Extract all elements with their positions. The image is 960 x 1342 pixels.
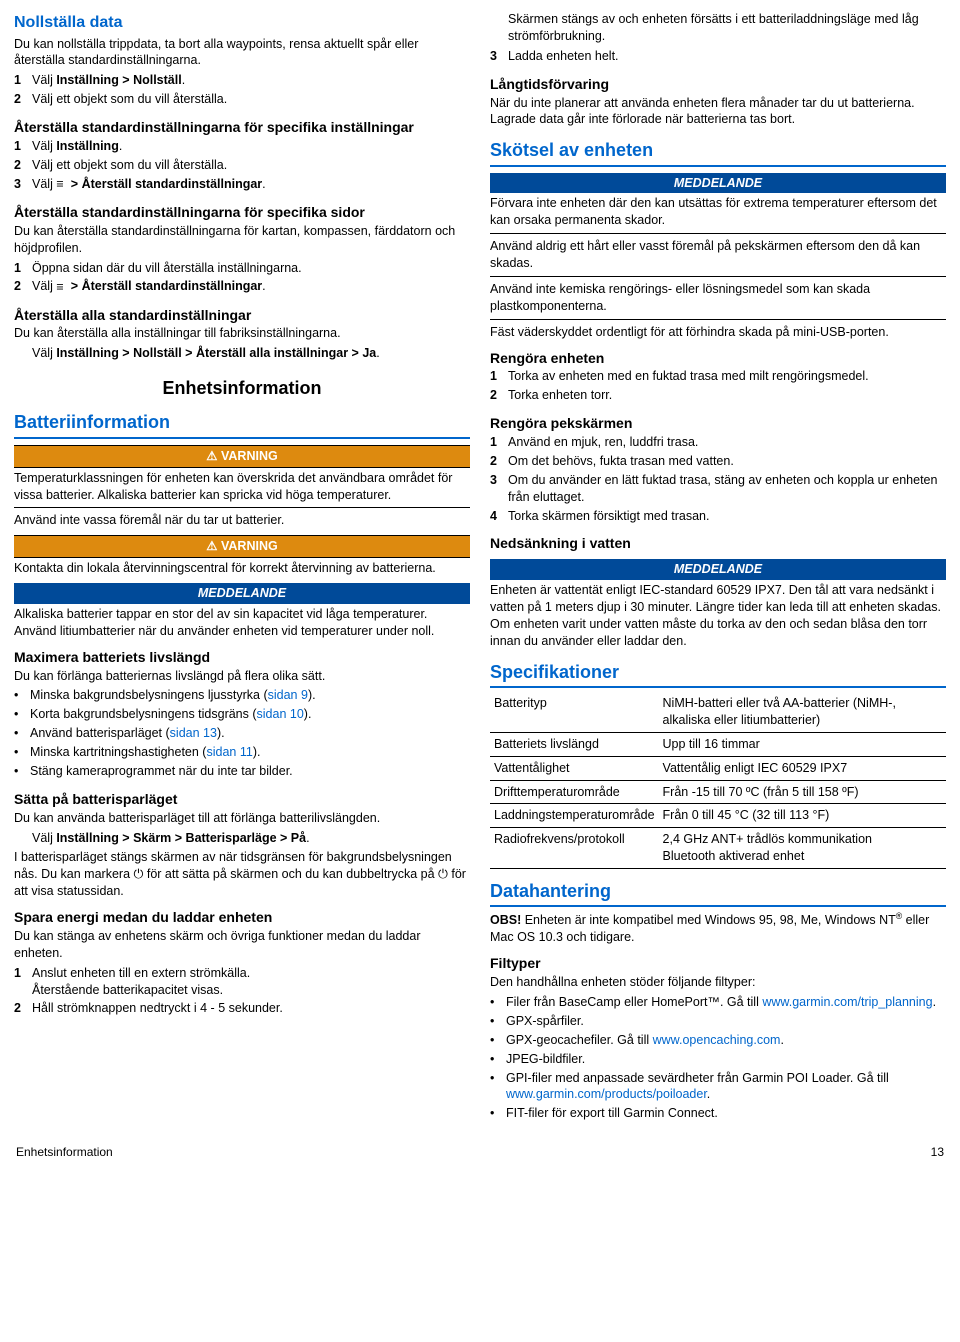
restore-all-heading: Återställa alla standardinställningar bbox=[14, 306, 470, 325]
list-item: •Filer från BaseCamp eller HomePort™. Gå… bbox=[490, 994, 946, 1013]
continuation-text: Skärmen stängs av och enheten försätts i… bbox=[490, 11, 946, 45]
list-item: 2Välj > Återställ standardinställningar. bbox=[14, 278, 470, 297]
divider bbox=[14, 507, 470, 508]
battery-save-note: I batterisparläget stängs skärmen av när… bbox=[14, 849, 470, 900]
table-row: BatteritypNiMH-batteri eller två AA-batt… bbox=[490, 692, 946, 732]
notice-text: Alkaliska batterier tappar en stor del a… bbox=[14, 606, 470, 640]
page-link[interactable]: sidan 11 bbox=[206, 745, 252, 759]
device-care-heading: Skötsel av enheten bbox=[490, 138, 946, 162]
list-item: •Minska bakgrundsbelysningens ljusstyrka… bbox=[14, 687, 470, 706]
clean-touchscreen-heading: Rengöra pekskärmen bbox=[490, 414, 946, 433]
specifications-table: BatteritypNiMH-batteri eller två AA-batt… bbox=[490, 692, 946, 869]
notice-banner: MEDDELANDE bbox=[490, 559, 946, 580]
list-item: 1Torka av enheten med en fuktad trasa me… bbox=[490, 368, 946, 387]
divider bbox=[490, 276, 946, 277]
list-item: 2Välj ett objekt som du vill återställa. bbox=[14, 91, 470, 110]
page-number: 13 bbox=[931, 1144, 944, 1160]
data-handling-heading: Datahantering bbox=[490, 879, 946, 903]
list-item: •Använd batterisparläget (sidan 13). bbox=[14, 725, 470, 744]
clean-device-heading: Rengöra enheten bbox=[490, 349, 946, 368]
restore-pages-desc: Du kan återställa standardinställningarn… bbox=[14, 223, 470, 257]
notice-text: Förvara inte enheten där den kan utsätta… bbox=[490, 195, 946, 229]
notice-banner: MEDDELANDE bbox=[14, 583, 470, 604]
water-text: Enheten är vattentät enligt IEC-standard… bbox=[490, 582, 946, 650]
footer-title: Enhetsinformation bbox=[16, 1144, 113, 1160]
warning-banner: ⚠ VARNING bbox=[14, 445, 470, 468]
device-info-heading: Enhetsinformation bbox=[14, 376, 470, 400]
battery-save-heading: Sätta på batterisparläget bbox=[14, 790, 470, 809]
restore-specific-pages-heading: Återställa standardinställningarna för s… bbox=[14, 203, 470, 222]
long-storage-desc: När du inte planerar att använda enheten… bbox=[490, 95, 946, 129]
list-item: 1Öppna sidan där du vill återställa inst… bbox=[14, 260, 470, 279]
list-item: 2Om det behövs, fukta trasan med vatten. bbox=[490, 453, 946, 472]
warning-text: Temperaturklassningen för enheten kan öv… bbox=[14, 470, 470, 504]
reset-data-heading: Nollställa data bbox=[14, 12, 470, 34]
divider bbox=[490, 319, 946, 320]
list-item: •GPX-spårfiler. bbox=[490, 1013, 946, 1032]
list-item: 2Välj ett objekt som du vill återställa. bbox=[14, 157, 470, 176]
page-link[interactable]: sidan 13 bbox=[170, 726, 217, 740]
divider bbox=[14, 437, 470, 439]
table-row: DrifttemperaturområdeFrån -15 till 70 ºC… bbox=[490, 780, 946, 804]
battery-info-heading: Batteriinformation bbox=[14, 410, 470, 434]
list-item: •GPX-geocachefiler. Gå till www.opencach… bbox=[490, 1032, 946, 1051]
data-obs: OBS! Enheten är inte kompatibel med Wind… bbox=[490, 911, 946, 946]
max-battery-desc: Du kan förlänga batteriernas livslängd p… bbox=[14, 668, 470, 685]
power-icon bbox=[438, 866, 448, 883]
list-item: 1Använd en mjuk, ren, luddfri trasa. bbox=[490, 434, 946, 453]
table-row: LaddningstemperaturområdeFrån 0 till 45 … bbox=[490, 804, 946, 828]
menu-icon bbox=[56, 279, 67, 296]
list-item: 3Om du använder en lätt fuktad trasa, st… bbox=[490, 472, 946, 508]
warning-text: Använd inte vassa föremål när du tar ut … bbox=[14, 512, 470, 529]
list-item: •Stäng kameraprogrammet när du inte tar … bbox=[14, 763, 470, 782]
list-item: 3Ladda enheten helt. bbox=[490, 48, 946, 67]
list-item: 2Håll strömknappen nedtryckt i 4 - 5 sek… bbox=[14, 1000, 470, 1019]
list-item: •GPI-filer med anpassade sevärdheter frå… bbox=[490, 1070, 946, 1106]
list-item: •Minska kartritningshastigheten (sidan 1… bbox=[14, 744, 470, 763]
notice-banner: MEDDELANDE bbox=[490, 173, 946, 194]
long-storage-heading: Långtidsförvaring bbox=[490, 75, 946, 94]
save-energy-desc: Du kan stänga av enhetens skärm och övri… bbox=[14, 928, 470, 962]
list-item: 2Torka enheten torr. bbox=[490, 387, 946, 406]
water-immersion-heading: Nedsänkning i vatten bbox=[490, 534, 946, 553]
max-battery-heading: Maximera batteriets livslängd bbox=[14, 648, 470, 667]
list-item: •Korta bakgrundsbelysningens tidsgräns (… bbox=[14, 706, 470, 725]
list-item: 1Anslut enheten till en extern strömkäll… bbox=[14, 965, 470, 1001]
notice-text: Använd inte kemiska rengörings- eller lö… bbox=[490, 281, 946, 315]
page-link[interactable]: sidan 9 bbox=[268, 688, 308, 702]
notice-text: Fäst väderskyddet ordentligt för att för… bbox=[490, 324, 946, 341]
url-link[interactable]: www.garmin.com/products/poiloader bbox=[506, 1087, 707, 1101]
list-item: 1Välj Inställning. bbox=[14, 138, 470, 157]
list-item: 4Torka skärmen försiktigt med trasan. bbox=[490, 508, 946, 527]
battery-save-action: Välj Inställning > Skärm > Batterisparlä… bbox=[14, 830, 470, 847]
divider bbox=[490, 686, 946, 688]
restore-specific-settings-heading: Återställa standardinställningarna för s… bbox=[14, 118, 470, 137]
divider bbox=[490, 233, 946, 234]
filetypes-desc: Den handhållna enheten stöder följande f… bbox=[490, 974, 946, 991]
battery-save-desc: Du kan använda batterisparläget till att… bbox=[14, 810, 470, 827]
list-item: 3Välj > Återställ standardinställningar. bbox=[14, 176, 470, 195]
restore-all-action: Välj Inställning > Nollställ > Återställ… bbox=[14, 345, 470, 362]
url-link[interactable]: www.garmin.com/trip_planning bbox=[762, 995, 932, 1009]
page-link[interactable]: sidan 10 bbox=[257, 707, 304, 721]
table-row: Radiofrekvens/protokoll2,4 GHz ANT+ tråd… bbox=[490, 828, 946, 869]
divider bbox=[490, 165, 946, 167]
url-link[interactable]: www.opencaching.com bbox=[653, 1033, 781, 1047]
table-row: Batteriets livslängdUpp till 16 timmar bbox=[490, 732, 946, 756]
warning-banner: ⚠ VARNING bbox=[14, 535, 470, 558]
warning-text: Kontakta din lokala återvinningscentral … bbox=[14, 560, 470, 577]
restore-all-desc: Du kan återställa alla inställningar til… bbox=[14, 325, 470, 342]
menu-icon bbox=[56, 176, 67, 193]
filetypes-heading: Filtyper bbox=[490, 954, 946, 973]
reset-data-desc: Du kan nollställa trippdata, ta bort all… bbox=[14, 36, 470, 70]
divider bbox=[490, 905, 946, 907]
list-item: •FIT-filer för export till Garmin Connec… bbox=[490, 1105, 946, 1124]
table-row: VattentålighetVattentålig enligt IEC 605… bbox=[490, 756, 946, 780]
power-icon bbox=[134, 866, 144, 883]
list-item: •JPEG-bildfiler. bbox=[490, 1051, 946, 1070]
specifications-heading: Specifikationer bbox=[490, 660, 946, 684]
notice-text: Använd aldrig ett hårt eller vasst förem… bbox=[490, 238, 946, 272]
save-energy-heading: Spara energi medan du laddar enheten bbox=[14, 908, 470, 927]
list-item: 1Välj Inställning > Nollställ. bbox=[14, 72, 470, 91]
